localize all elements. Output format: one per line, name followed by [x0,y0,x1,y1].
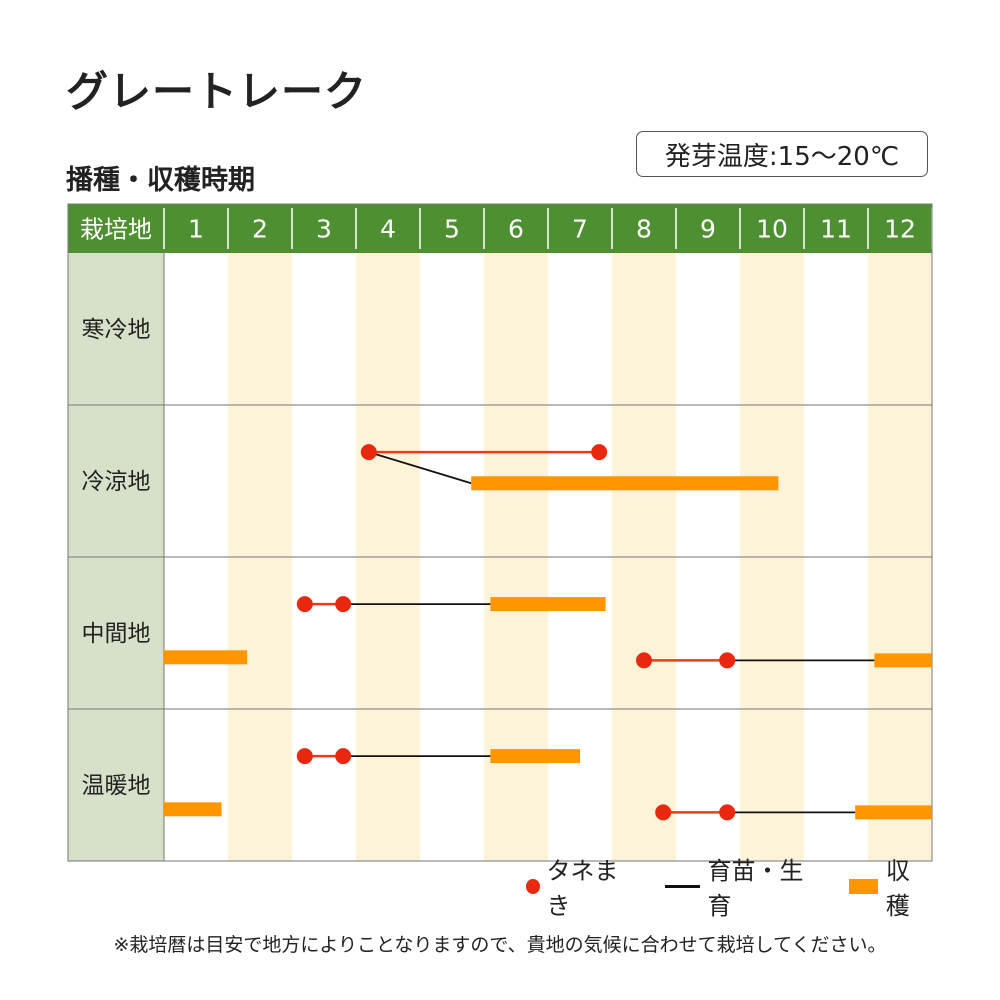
region-label-4: 温暖地 [82,773,151,799]
month-label-4: 4 [380,215,396,244]
legend-harvest: 収穫 [849,851,932,921]
month-label-11: 11 [820,215,852,244]
sow-dot-end [335,596,352,613]
month-label-5: 5 [444,215,460,244]
germination-temperature-badge: 発芽温度:15～20℃ [636,131,928,177]
footnote: ※栽培暦は目安で地方によりことなりますので、貴地の気候に合わせて栽培してください… [113,934,887,956]
sow-dot-icon [526,878,541,894]
month-label-8: 8 [636,215,652,244]
month-label-12: 12 [884,215,916,244]
header-row [68,204,932,253]
harvest-bar-early [164,802,222,817]
germination-temperature-text: 発芽温度:15～20℃ [664,141,900,172]
harvest-bar [855,805,932,820]
header-label: 栽培地 [80,216,152,244]
sow-dot-start [296,596,313,613]
sow-dot-end [719,804,736,821]
harvest-bar [471,476,779,491]
month-label-10: 10 [756,215,788,244]
legend-sow-label: タネまき [546,857,619,920]
harvest-bar-early [164,650,248,665]
sow-dot-start [296,748,313,765]
harvest-bar-icon [849,878,878,894]
region-label-2: 冷涼地 [82,469,151,495]
page-title: グレートレーク [66,67,368,116]
sow-dot-end [719,652,736,669]
sow-dot-start [655,804,672,821]
legend-grow-label: 育苗・生育 [707,857,804,920]
grow-line [368,451,472,485]
month-label-3: 3 [316,215,332,244]
sow-dot-start [636,652,652,669]
legend-harvest-label: 収穫 [885,857,910,920]
chart-legend: タネまき 育苗・生育 収穫 [500,857,932,920]
harvest-bar [874,653,932,668]
grow-line-icon [664,884,700,888]
sow-dot-start [360,444,377,461]
month-label-6: 6 [508,215,524,244]
legend-grow: 育苗・生育 [664,851,823,921]
month-label-7: 7 [572,215,588,244]
region-label-3: 中間地 [82,621,151,647]
chart-subtitle: 播種・収穫時期 [66,165,255,196]
month-label-9: 9 [700,215,716,244]
sow-dot-end [591,444,608,461]
chart-border [67,203,933,862]
harvest-bar [490,749,580,764]
legend-sow: タネまき [526,851,639,921]
month-label-1: 1 [188,215,204,244]
region-label-1: 寒冷地 [82,317,151,343]
harvest-bar [490,597,606,612]
sow-dot-end [335,748,352,765]
month-label-2: 2 [252,215,268,244]
